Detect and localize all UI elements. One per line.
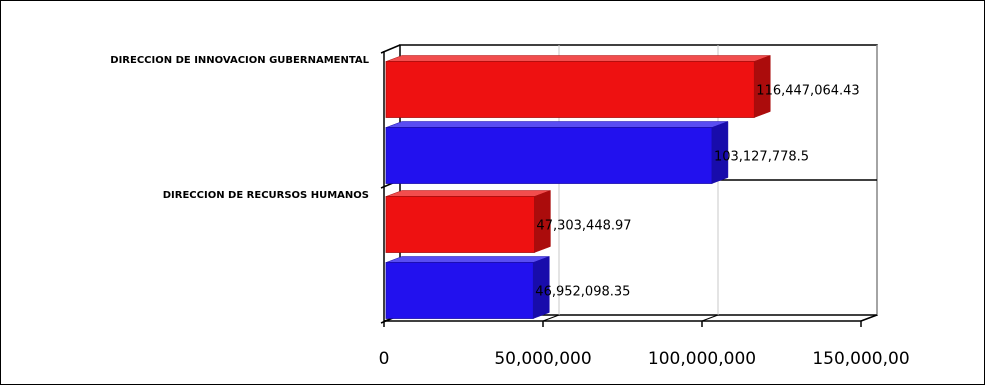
bar-top — [385, 190, 551, 197]
category-label: DIRECCION DE RECURSOS HUMANOS — [163, 190, 369, 201]
labels-layer: 0 50,000,000 100,000,000 150,000,00 116,447,… — [110, 55, 909, 369]
bar — [385, 196, 535, 253]
bar-top — [385, 55, 771, 62]
bars-layer — [385, 55, 771, 319]
x-tick-depth — [542, 314, 560, 322]
x-tick-label: 100,000,000 — [648, 349, 756, 369]
x-tick-label: 50,000,000 — [494, 349, 591, 369]
x-tick-depth — [860, 314, 878, 322]
bar — [385, 127, 713, 184]
category-label: DIRECCION DE INNOVACION GUBERNAMENTAL — [110, 55, 369, 66]
bar-top — [385, 256, 550, 263]
bar — [385, 61, 755, 118]
x-tick-label: 0 — [379, 349, 390, 369]
x-tick-label: 150,000,00 — [812, 349, 909, 369]
x-tick-depth — [701, 314, 719, 322]
bar — [385, 262, 534, 319]
data-label: 103,127,778.5 — [714, 150, 809, 165]
bar-top — [385, 121, 729, 128]
data-label: 46,952,098.35 — [535, 285, 630, 300]
data-label: 47,303,448.97 — [536, 219, 631, 234]
data-label: 116,447,064.43 — [756, 84, 859, 99]
